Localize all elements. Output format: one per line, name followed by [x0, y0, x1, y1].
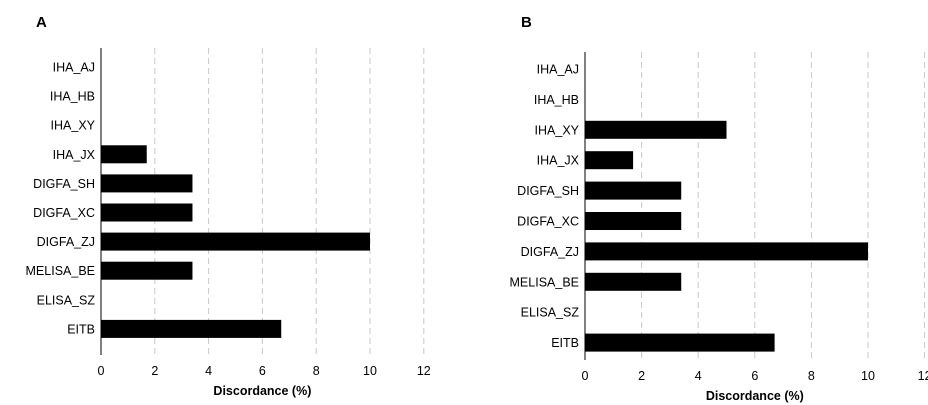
- panel-b-category-label: DIGFA_ZJ: [521, 245, 579, 259]
- panel-b-tick-label: 4: [695, 369, 702, 383]
- panel-a-category-label: DIGFA_SH: [33, 177, 95, 191]
- panel-b-tick-label: 6: [751, 369, 758, 383]
- panel-b-category-label: IHA_HB: [534, 93, 579, 107]
- panel-a: A 0 2 4 6 8 10 12 IHA_AJ IHA_HB IHA_XY IHA_JX DIGFA_…: [26, 14, 431, 398]
- panel-b-tick-label: 10: [861, 369, 875, 383]
- panel-a-tick-label: 8: [313, 364, 320, 378]
- panel-b-bar: [585, 181, 682, 200]
- panel-a-tick-label: 6: [259, 364, 266, 378]
- panel-b-bar: [585, 151, 634, 170]
- panel-a-tick-label: 2: [151, 364, 158, 378]
- panel-a-category-label: DIGFA_ZJ: [37, 235, 95, 249]
- panel-b-bar: [585, 333, 775, 352]
- panel-b-category-label: DIGFA_SH: [517, 184, 579, 198]
- panel-b-category-label: IHA_XY: [535, 123, 580, 137]
- panel-b-category-label: MELISA_BE: [510, 275, 579, 289]
- panel-a-bar: [101, 174, 193, 193]
- panel-a-x-axis-title: Discordance (%): [213, 384, 311, 398]
- panel-a-label: A: [36, 14, 47, 31]
- panel-b-bar: [585, 242, 868, 261]
- panel-b-tick-label: 2: [638, 369, 645, 383]
- panel-b-bar: [585, 212, 682, 230]
- panel-b-category-label: ELISA_SZ: [521, 306, 580, 320]
- panel-b-bar: [585, 120, 727, 139]
- panel-a-tick-label: 4: [205, 364, 212, 378]
- panel-b-bar: [585, 272, 682, 291]
- panel-a-category-label: ELISA_SZ: [37, 293, 96, 307]
- panel-a-tick-label: 0: [98, 364, 105, 378]
- panel-b-label: B: [521, 14, 532, 31]
- panel-a-category-label: IHA_XY: [51, 119, 96, 133]
- panel-a-category-label: MELISA_BE: [26, 264, 95, 278]
- panel-a-bar: [101, 145, 147, 164]
- panel-a-tick-label: 10: [363, 364, 377, 378]
- panel-b-tick-label: 8: [808, 369, 815, 383]
- panel-a-tick-label: 12: [417, 364, 431, 378]
- panel-a-category-label: DIGFA_XC: [33, 206, 95, 220]
- panel-a-bar: [101, 232, 370, 251]
- panel-b: B 0 2 4 6 8 10 12 IHA_AJ IHA_HB IHA_XY IHA_JX DIGFA_…: [510, 14, 928, 403]
- panel-a-bar: [101, 261, 193, 280]
- panel-a-category-label: IHA_AJ: [53, 61, 95, 75]
- panel-a-category-label: EITB: [67, 322, 95, 336]
- panel-b-category-label: DIGFA_XC: [517, 215, 579, 229]
- panel-b-category-label: EITB: [551, 336, 579, 350]
- panel-a-category-label: IHA_HB: [50, 90, 95, 104]
- panel-b-category-label: IHA_JX: [537, 154, 580, 168]
- panel-a-bar: [101, 203, 193, 222]
- panel-b-x-axis-title: Discordance (%): [706, 389, 804, 403]
- panel-b-category-label: IHA_AJ: [537, 63, 579, 77]
- panel-b-tick-label: 12: [918, 369, 928, 383]
- panel-a-category-label: IHA_JX: [53, 148, 96, 162]
- panel-a-bar: [101, 319, 282, 338]
- panel-b-tick-label: 0: [582, 369, 589, 383]
